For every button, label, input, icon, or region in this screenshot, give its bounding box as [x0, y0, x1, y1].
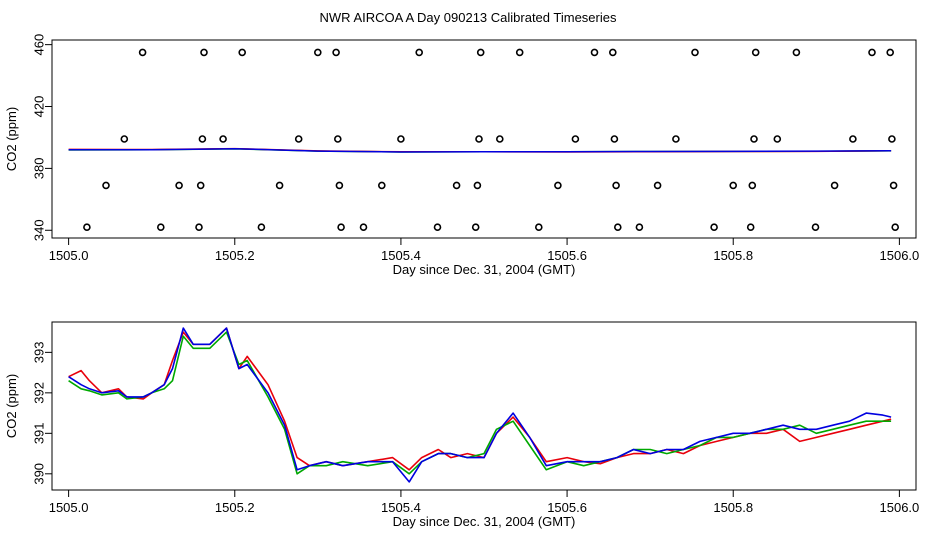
data-point: [452, 181, 461, 190]
x-tick-label: 1505.6: [547, 500, 587, 515]
data-point: [397, 135, 405, 143]
data-point: [729, 181, 738, 190]
data-point: [746, 223, 755, 231]
data-point: [612, 181, 620, 190]
data-point: [792, 48, 801, 57]
data-point: [157, 223, 165, 231]
data-point: [608, 48, 617, 57]
y-tick-label: 393: [32, 342, 47, 364]
y-axis-label: CO2 (ppm): [4, 374, 19, 438]
data-point: [175, 181, 183, 190]
data-point: [238, 48, 246, 57]
data-point: [889, 181, 898, 190]
y-axis-label: CO2 (ppm): [4, 107, 19, 171]
series-line-red: [68, 327, 892, 471]
data-point: [196, 181, 205, 190]
data-point: [275, 181, 284, 190]
y-tick-label: 391: [32, 422, 47, 444]
data-point: [120, 135, 129, 143]
x-tick-label: 1505.8: [713, 248, 753, 263]
data-point: [748, 181, 757, 190]
x-tick-label: 1505.2: [215, 248, 255, 263]
data-point: [635, 223, 644, 231]
chart-title: NWR AIRCOA A Day 090213 Calibrated Times…: [320, 10, 617, 25]
data-point: [313, 48, 322, 57]
plot-frame: [51, 321, 917, 491]
data-point: [219, 135, 227, 143]
x-tick-label: 1505.4: [381, 248, 421, 263]
data-point: [534, 223, 543, 231]
data-point: [495, 135, 504, 143]
data-point: [337, 223, 345, 231]
data-point: [473, 181, 482, 190]
data-point: [83, 223, 91, 231]
data-point: [433, 223, 442, 231]
data-point: [200, 48, 208, 57]
data-point: [102, 181, 110, 190]
data-point: [849, 135, 857, 143]
data-point: [891, 223, 900, 231]
data-point: [475, 135, 483, 143]
scatter-panel: 1505.0 1505.2 1505.4 1505.6 1505.8 1506.0 340 3…: [4, 34, 919, 277]
data-point: [198, 135, 207, 143]
data-point: [610, 135, 619, 143]
data-point: [773, 135, 782, 143]
y-tick-label: 380: [32, 158, 47, 180]
x-tick-label: 1505.0: [49, 500, 89, 515]
data-point: [750, 135, 758, 143]
x-axis-label: Day since Dec. 31, 2004 (GMT): [393, 262, 576, 277]
data-point: [138, 48, 147, 57]
data-point: [710, 223, 718, 231]
series-line-blue: [68, 147, 892, 153]
data-point: [415, 48, 424, 57]
data-point: [471, 223, 480, 231]
y-tick-label: 420: [32, 96, 47, 118]
data-point: [868, 48, 876, 57]
series-line-blue: [68, 327, 892, 483]
x-axis-label: Day since Dec. 31, 2004 (GMT): [393, 514, 576, 529]
x-tick-label: 1505.6: [547, 248, 587, 263]
x-tick-label: 1506.0: [880, 500, 920, 515]
data-point: [333, 135, 342, 143]
data-point: [613, 223, 622, 231]
data-point: [672, 135, 680, 143]
y-tick-label: 340: [32, 219, 47, 241]
y-tick-label: 390: [32, 463, 47, 485]
data-point: [811, 223, 820, 231]
y-tick-label: 392: [32, 382, 47, 404]
plot-frame: [51, 39, 917, 239]
data-point: [830, 181, 839, 190]
data-point: [257, 223, 266, 231]
data-point: [515, 48, 524, 57]
data-point: [335, 181, 344, 190]
data-point: [476, 48, 485, 57]
data-point: [590, 48, 599, 57]
data-point: [377, 181, 386, 190]
x-tick-label: 1505.4: [381, 500, 421, 515]
data-point: [886, 48, 895, 57]
data-point: [571, 135, 580, 143]
data-point: [751, 48, 760, 57]
x-tick-label: 1506.0: [880, 248, 920, 263]
y-tick-label: 460: [32, 34, 47, 56]
data-point: [691, 48, 699, 57]
series-line-green: [68, 331, 892, 475]
data-point: [653, 181, 662, 190]
data-point: [332, 48, 340, 57]
timeseries-panel: 1505.0 1505.2 1505.4 1505.6 1505.8 1506.0 390 3…: [4, 321, 920, 529]
data-point: [195, 223, 203, 231]
data-point: [359, 223, 368, 231]
x-tick-label: 1505.8: [713, 500, 753, 515]
data-point: [554, 181, 562, 190]
x-tick-label: 1505.0: [49, 248, 89, 263]
data-point: [294, 135, 303, 143]
data-point: [888, 135, 896, 143]
x-tick-label: 1505.2: [215, 500, 255, 515]
